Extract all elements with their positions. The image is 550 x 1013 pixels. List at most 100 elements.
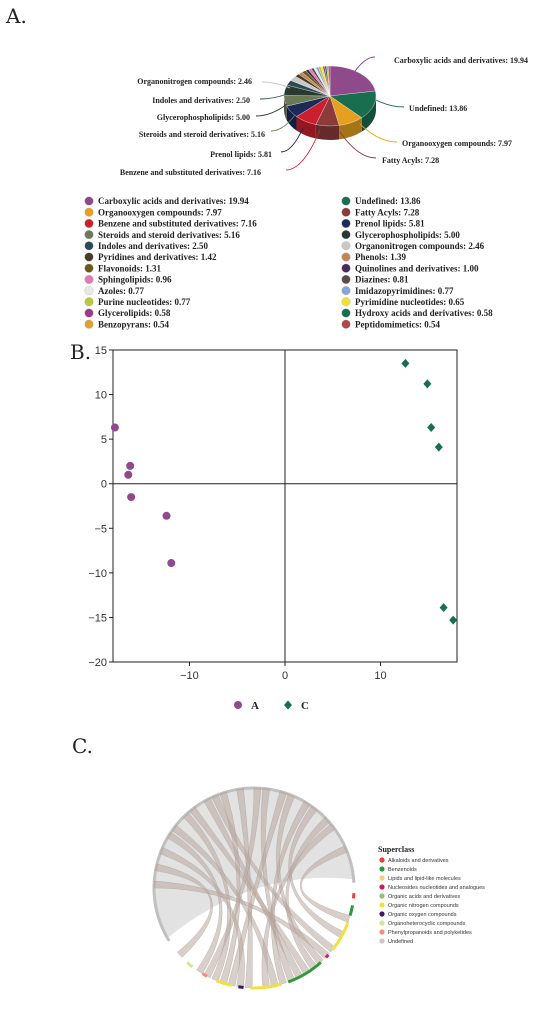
point-C-4: [439, 603, 448, 613]
chord-legend-swatch-1: [379, 866, 385, 872]
chord-arc-8: [201, 972, 208, 978]
chord-legend-label-2: Lipids and lipid-like molecules: [388, 876, 461, 882]
chord-arc-4: [287, 961, 322, 984]
callout-line-8: [259, 93, 288, 100]
chord-legend-label-5: Organic nitrogen compounds: [388, 903, 459, 909]
pie-callout-4: Benzene and substituted derivatives: 7.1…: [120, 168, 261, 177]
scatter-legend-label-A: A: [251, 700, 259, 712]
callout-line-0: [351, 56, 376, 77]
chord-legend-label-1: Benzenoids: [388, 867, 417, 873]
legend-swatch-8: [84, 241, 94, 251]
legend-label-16: Azoles: 0.77: [98, 286, 144, 296]
point-C-1: [423, 379, 432, 389]
callout-line-5: [280, 127, 304, 153]
chord-arc-7: [215, 979, 232, 987]
point-A-5: [167, 559, 176, 568]
pie-side-5: [286, 106, 297, 131]
pie-side-2: [339, 117, 362, 140]
chord-legend-label-9: Undefined: [388, 939, 413, 945]
chord-arc-5: [250, 982, 282, 990]
chord-legend-label-0: Alkaloids and derivatives: [388, 858, 449, 864]
scatter-legend-label-C: C: [301, 700, 309, 712]
legend-label-19: Pyrimidine nucleotides: 0.65: [355, 297, 465, 307]
chord-legend-title: Superclass: [378, 845, 414, 854]
legend-label-12: Flavonoids: 1.31: [98, 263, 162, 273]
pie-callout-0: Carboxylic acids and derivatives: 19.94: [394, 56, 528, 65]
chord-legend-swatch-8: [379, 929, 385, 935]
legend-swatch-5: [341, 218, 351, 228]
legend-label-17: Imidazopyrimidines: 0.77: [355, 286, 454, 296]
point-A-3: [127, 493, 136, 502]
pie-callout-8: Indoles and derivatives: 2.50: [152, 96, 250, 105]
pie-side-6: [284, 96, 287, 121]
legend-label-20: Glycerolipids: 0.58: [98, 308, 171, 318]
chord-legend-swatch-7: [379, 920, 385, 926]
legend-swatch-15: [341, 274, 351, 284]
point-A-1: [126, 461, 135, 470]
panel-label-c: C.: [72, 734, 93, 758]
legend-swatch-21: [341, 308, 351, 318]
chord-ribbon-6: [276, 793, 324, 965]
scatter-legend-marker-A: [234, 701, 242, 709]
chord-legend-label-7: Organoheterocyclic compounds: [388, 921, 466, 927]
chord-legend-swatch-3: [379, 884, 385, 890]
pie-callout-6: Steroids and steroid derivatives: 5.16: [139, 130, 265, 139]
legend-swatch-17: [341, 286, 351, 296]
x-tick-label-0: −10: [180, 670, 199, 682]
legend-swatch-13: [341, 263, 351, 273]
legend-swatch-0: [84, 196, 94, 206]
chord-ribbon-9: [300, 845, 351, 923]
legend-label-11: Phenols: 1.39: [355, 252, 407, 262]
legend-label-18: Purine nucleotides: 0.77: [98, 297, 191, 307]
legend-label-5: Prenol lipids: 5.81: [355, 219, 425, 229]
legend-label-21: Hydroxy acids and derivatives: 0.58: [355, 308, 493, 318]
chord-ribbon-14: [227, 791, 287, 987]
legend-swatch-1: [341, 196, 351, 206]
callout-line-4: [285, 129, 321, 171]
legend-swatch-7: [341, 230, 351, 240]
legend-swatch-19: [341, 297, 351, 307]
callout-line-7: [255, 103, 288, 117]
chord-ribbon-13: [203, 787, 262, 979]
scatter-chart: 15 10 5 0 −5 −10 −15 −20 −10 0 10 A C: [88, 345, 458, 712]
panel-label-a: A.: [6, 4, 27, 28]
legend-swatch-18: [84, 297, 94, 307]
legend-label-22: Benzopyrans: 0.54: [98, 319, 170, 329]
y-tick-label-4: −5: [94, 523, 107, 535]
legend-label-14: Sphingolipids: 0.96: [98, 275, 172, 285]
y-tick-label-7: −20: [88, 657, 107, 669]
legend-label-7: Glycerophospholipids: 5.00: [355, 230, 460, 240]
legend-swatch-11: [341, 252, 351, 262]
y-tick-label-1: 10: [95, 390, 107, 402]
panel-label-b: B.: [70, 340, 92, 364]
point-C-5: [449, 615, 458, 625]
y-tick-label-6: −15: [88, 612, 107, 624]
chord-arc-1: [348, 905, 354, 916]
legend-swatch-16: [84, 286, 94, 296]
pie-callout-5: Prenol lipids: 5.81: [210, 150, 272, 159]
legend-swatch-6: [84, 230, 94, 240]
legend-label-8: Indoles and derivatives: 2.50: [98, 241, 209, 251]
chord-arc-6: [238, 985, 244, 989]
callout-line-6: [270, 114, 296, 132]
point-C-2: [427, 423, 436, 433]
chord-arc-2: [331, 921, 350, 951]
point-A-2: [124, 470, 133, 479]
legend-swatch-20: [84, 308, 94, 318]
chord-legend-swatch-5: [379, 902, 385, 908]
legend-swatch-23: [341, 319, 351, 329]
pie-callout-2: Organooxygen compounds: 7.97: [402, 139, 512, 148]
chord-legend-swatch-0: [379, 857, 385, 863]
chord-legend-label-8: Phenylpropanoids and polyketides: [388, 930, 472, 936]
pie-callout-7: Glycerophospholipids: 5.00: [157, 113, 250, 122]
chord-ribbon-15: [270, 801, 311, 985]
legend-label-0: Carboxylic acids and derivatives: 19.94: [98, 196, 249, 206]
y-tick-label-5: −10: [88, 568, 107, 580]
legend-swatch-14: [84, 274, 94, 284]
y-tick-label-0: 15: [95, 345, 107, 357]
chord-legend-swatch-2: [379, 875, 385, 881]
legend-label-4: Benzene and substituted derivatives: 7.1…: [98, 219, 257, 229]
legend-label-15: Diazines: 0.81: [355, 275, 409, 285]
pie-chart: Carboxylic acids and derivatives: 19.94 U…: [84, 56, 528, 329]
point-C-3: [434, 442, 443, 452]
